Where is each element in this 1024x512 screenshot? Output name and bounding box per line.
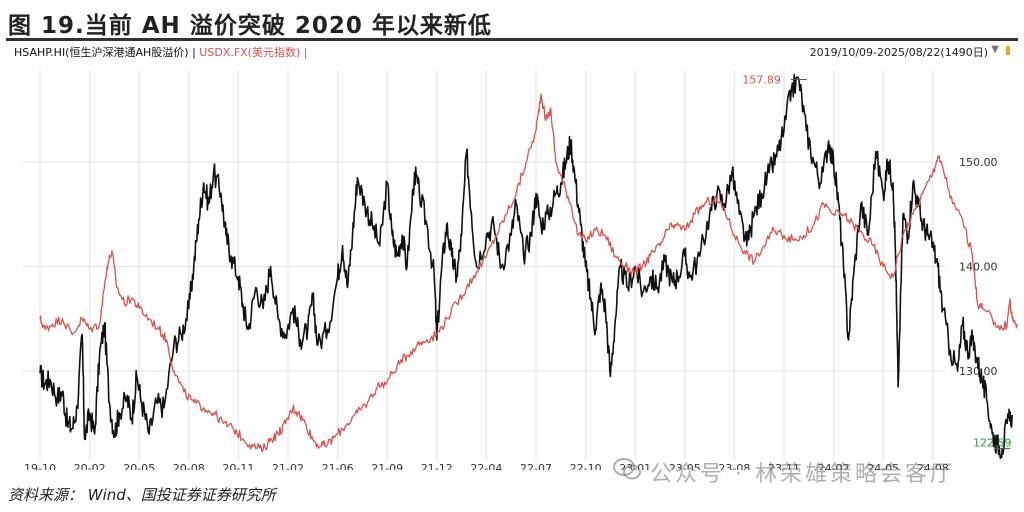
x-tick-label: 19-10 <box>24 462 56 470</box>
source-note: 资料来源： Wind、国投证券证券研究所 <box>8 486 276 504</box>
y-tick-label: 140.00 <box>959 261 998 274</box>
legend-separator: | <box>188 46 200 59</box>
figure-title: 图 19.当前 AH 溢价突破 2020 年以来新低 <box>8 13 492 39</box>
x-tick-label: 20-08 <box>173 462 205 470</box>
x-tick-label: 20-11 <box>222 462 254 470</box>
wechat-icon <box>613 458 641 480</box>
line-chart: 19-10 20-02 20-05 20-08 20-11 21-02 21-06 21-09… <box>22 70 1018 470</box>
x-tick-label: 24-05 <box>867 462 899 470</box>
chart-annotations: 157.89 122.59 <box>742 74 1011 450</box>
max-value-label: 157.89 <box>742 74 781 87</box>
x-tick-label: 20-02 <box>74 462 106 470</box>
legend-series2[interactable]: USDX.FX(美元指数) | <box>199 46 308 59</box>
x-tick-label: 24-08 <box>917 462 949 470</box>
x-tick-label: 21-09 <box>371 462 403 470</box>
x-tick-label: 21-02 <box>272 462 304 470</box>
y-tick-label: 150.00 <box>959 156 998 169</box>
x-tick-label: 22-07 <box>520 462 552 470</box>
y-tick-label: 130.00 <box>959 365 998 378</box>
min-value-label: 122.59 <box>973 437 1012 450</box>
series-line-2 <box>39 93 1018 453</box>
x-axis-ticks: 19-10 20-02 20-05 20-08 20-11 21-02 21-06 21-09… <box>24 462 949 470</box>
x-tick-label: 22-10 <box>570 462 602 470</box>
series-line-1 <box>39 73 1013 460</box>
x-tick-label: 24-02 <box>818 462 850 470</box>
x-tick-label: 20-05 <box>123 462 155 470</box>
x-tick-label: 23-11 <box>768 462 800 470</box>
x-tick-label: 22-04 <box>470 462 502 470</box>
date-range-label[interactable]: 2019/10/09-2025/08/22(1490日) <box>809 46 988 59</box>
title-divider <box>6 38 1018 41</box>
chart-legend: HSAHP.HI(恒生沪深港通AH股溢价) | USDX.FX(美元指数) | <box>14 44 307 60</box>
watermark: 公众号 · 林荣雄策略会客厅 <box>650 462 955 487</box>
y-axis-ticks: 130.00 140.00 150.00 <box>959 156 998 378</box>
x-tick-label: 23-05 <box>669 462 701 470</box>
legend-series1[interactable]: HSAHP.HI(恒生沪深港通AH股溢价) <box>14 46 189 59</box>
dropdown-arrow-icon[interactable]: ▼ <box>991 44 999 55</box>
pin-icon[interactable] <box>1006 46 1010 55</box>
x-tick-label: 21-06 <box>322 462 354 470</box>
chart-series <box>39 73 1018 460</box>
x-tick-label: 23-08 <box>718 462 750 470</box>
chart-grid <box>22 70 945 460</box>
x-tick-label: 21-12 <box>421 462 453 470</box>
